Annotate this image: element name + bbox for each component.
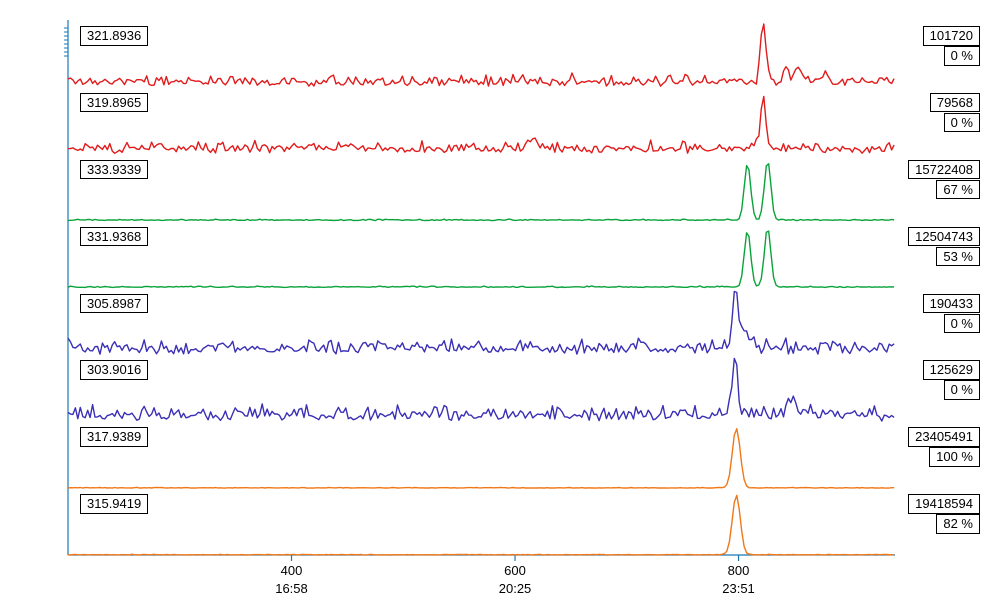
trace-intensity-label: 79568 (930, 93, 980, 113)
chromatogram-svg (0, 0, 1000, 604)
trace-intensity-label: 23405491 (908, 427, 980, 447)
trace-line (68, 164, 894, 221)
trace-percent-label: 0 % (944, 113, 980, 133)
trace-percent-label: 0 % (944, 314, 980, 334)
trace-mz-label: 319.8965 (80, 93, 148, 113)
trace-percent-label: 0 % (944, 46, 980, 66)
trace-mz-label: 317.9389 (80, 427, 148, 447)
trace-percent-label: 53 % (936, 247, 980, 267)
trace-intensity-label: 12504743 (908, 227, 980, 247)
x-tick-number: 600 (504, 563, 526, 578)
chromatogram-panel: 40016:5860020:2580023:51321.89361017200 … (0, 0, 1000, 604)
x-tick-time: 16:58 (275, 581, 308, 596)
x-tick-number: 400 (281, 563, 303, 578)
trace-mz-label: 331.9368 (80, 227, 148, 247)
trace-mz-label: 303.9016 (80, 360, 148, 380)
trace-line (68, 292, 894, 355)
trace-intensity-label: 101720 (923, 26, 980, 46)
trace-mz-label: 305.8987 (80, 294, 148, 314)
trace-mz-label: 333.9339 (80, 160, 148, 180)
trace-percent-label: 0 % (944, 380, 980, 400)
trace-mz-label: 321.8936 (80, 26, 148, 46)
trace-line (68, 231, 894, 287)
trace-line (68, 24, 894, 86)
x-tick-time: 20:25 (499, 581, 532, 596)
trace-intensity-label: 190433 (923, 294, 980, 314)
trace-intensity-label: 125629 (923, 360, 980, 380)
trace-mz-label: 315.9419 (80, 494, 148, 514)
trace-percent-label: 82 % (936, 514, 980, 534)
trace-percent-label: 67 % (936, 180, 980, 200)
trace-intensity-label: 15722408 (908, 160, 980, 180)
trace-percent-label: 100 % (929, 447, 980, 467)
trace-line (68, 495, 894, 555)
trace-intensity-label: 19418594 (908, 494, 980, 514)
x-tick-number: 800 (728, 563, 750, 578)
x-tick-time: 23:51 (722, 581, 755, 596)
trace-line (68, 429, 894, 488)
trace-line (68, 358, 894, 421)
trace-line (68, 96, 894, 153)
